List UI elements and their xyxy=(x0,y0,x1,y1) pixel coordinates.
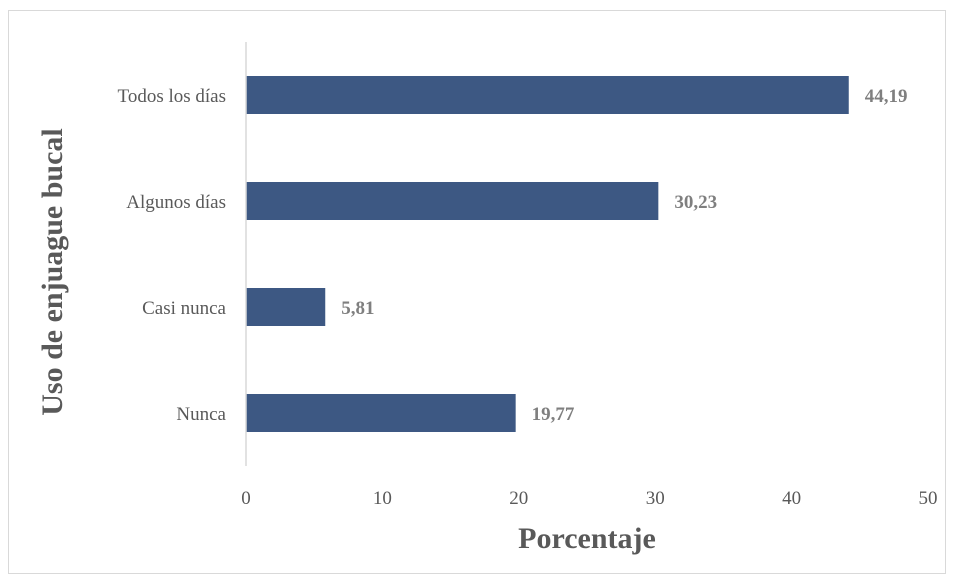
bar-2 xyxy=(246,288,326,326)
x-tick-label-5: 50 xyxy=(919,488,938,509)
bar-1 xyxy=(246,182,659,220)
category-label-0: Todos los días xyxy=(118,86,226,107)
data-label-3: 19,77 xyxy=(532,404,575,425)
x-tick-label-0: 0 xyxy=(241,488,251,509)
y-axis-title: Uso de enjuague bucal xyxy=(36,128,69,416)
category-label-3: Nunca xyxy=(176,404,226,425)
category-label-1: Algunos días xyxy=(126,192,226,213)
x-tick-label-3: 30 xyxy=(646,488,665,509)
x-tick-label-2: 20 xyxy=(509,488,528,509)
x-tick-label-1: 10 xyxy=(373,488,392,509)
data-label-0: 44,19 xyxy=(865,86,908,107)
bar-0 xyxy=(246,76,849,114)
x-axis-title: Porcentaje xyxy=(518,522,656,555)
x-tick-label-4: 40 xyxy=(782,488,801,509)
bar-3 xyxy=(246,394,516,432)
data-label-2: 5,81 xyxy=(341,298,374,319)
category-label-2: Casi nunca xyxy=(142,298,226,319)
data-label-1: 30,23 xyxy=(674,192,717,213)
